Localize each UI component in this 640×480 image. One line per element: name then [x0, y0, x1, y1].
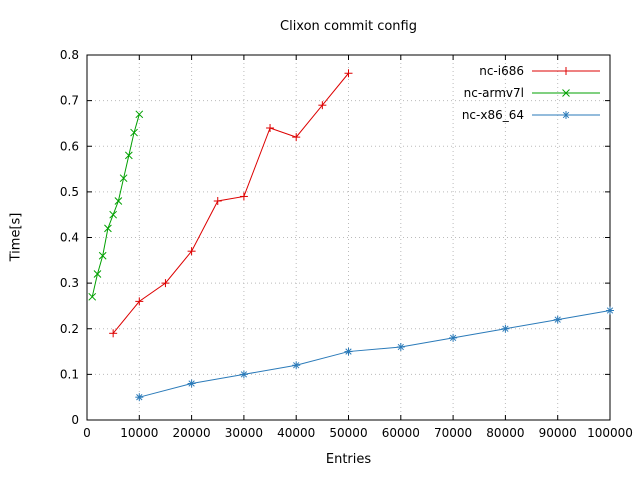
- x-tick-label: 20000: [173, 426, 211, 440]
- x-tick-label: 50000: [329, 426, 367, 440]
- x-tick-label: 90000: [539, 426, 577, 440]
- legend-item: nc-x86_64: [462, 108, 600, 122]
- grid: [86, 54, 611, 421]
- x-tick-labels: 0 10000 20000 30000 40000 50000 60000 70000 8000…: [83, 426, 633, 440]
- y-tick-label: 0.8: [60, 48, 79, 62]
- y-tick-label: 0.5: [60, 185, 79, 199]
- y-tick-label: 0.7: [60, 94, 79, 108]
- legend: nc-i686 nc-armv7l nc-x86_64: [462, 64, 600, 122]
- x-tick-label: 60000: [382, 426, 420, 440]
- axes: [86, 54, 611, 421]
- x-tick-label: 100000: [587, 426, 633, 440]
- x-tick-label: 30000: [225, 426, 263, 440]
- chart-title: Clixon commit config: [280, 19, 417, 34]
- y-tick-label: 0.2: [60, 322, 79, 336]
- series-nc-x86_64: [135, 306, 614, 402]
- x-tick-label: 80000: [486, 426, 524, 440]
- legend-label: nc-i686: [479, 64, 524, 78]
- series-nc-armv7l: [88, 110, 144, 301]
- x-axis-label: Entries: [325, 452, 372, 467]
- legend-label: nc-armv7l: [464, 86, 524, 100]
- y-tick-labels: 0 0.1 0.2 0.3 0.4 0.5 0.6 0.7 0.8: [60, 48, 79, 427]
- y-tick-label: 0.1: [60, 367, 79, 381]
- legend-item: nc-armv7l: [464, 86, 600, 100]
- y-tick-label: 0: [71, 413, 79, 427]
- y-tick-label: 0.6: [60, 139, 79, 153]
- x-tick-label: 40000: [277, 426, 315, 440]
- x-tick-label: 10000: [120, 426, 158, 440]
- legend-item: nc-i686: [479, 64, 600, 78]
- y-tick-label: 0.4: [60, 231, 79, 245]
- x-tick-label: 70000: [434, 426, 472, 440]
- x-tick-label: 0: [83, 426, 91, 440]
- legend-label: nc-x86_64: [462, 108, 524, 122]
- y-tick-label: 0.3: [60, 276, 79, 290]
- series-nc-i686: [109, 69, 353, 338]
